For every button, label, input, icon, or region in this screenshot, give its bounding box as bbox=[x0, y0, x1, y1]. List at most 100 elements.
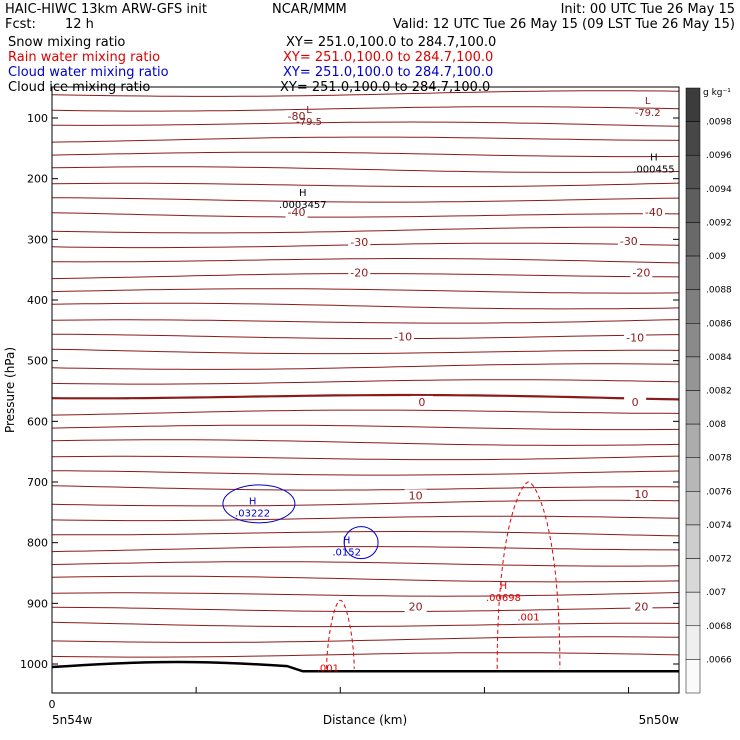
isotherm-label: 0 bbox=[418, 396, 425, 409]
terrain-surface bbox=[52, 660, 679, 673]
rain-contour bbox=[326, 599, 355, 669]
temperature-isotherm bbox=[52, 515, 679, 522]
temperature-isotherm bbox=[52, 258, 679, 264]
isotherm-label: -30 bbox=[620, 235, 638, 248]
colorbar-swatch bbox=[685, 154, 701, 190]
colorbar-swatch bbox=[685, 625, 701, 660]
temperature-isotherm bbox=[52, 319, 679, 324]
extremum-value: -79.2 bbox=[635, 108, 661, 119]
x-right-label: 5n50w bbox=[639, 713, 680, 727]
colorbar-swatch bbox=[685, 491, 701, 526]
colorbar-label: .0076 bbox=[706, 487, 732, 497]
temperature-isotherm bbox=[52, 499, 679, 507]
temperature-isotherm bbox=[52, 485, 679, 491]
temperature-isotherm bbox=[52, 531, 679, 537]
model-title: HAIC-HIWC 13km ARW-GFS init bbox=[5, 2, 207, 17]
y-tick-label: 100 bbox=[27, 112, 48, 125]
org-label: NCAR/MMM bbox=[272, 2, 347, 17]
label-mask bbox=[624, 395, 647, 408]
y-tick-label: 600 bbox=[27, 415, 48, 428]
extremum-marker: L bbox=[645, 96, 651, 107]
isotherm-label: 10 bbox=[634, 488, 648, 501]
label-mask bbox=[392, 330, 415, 343]
temperature-isotherm bbox=[52, 636, 679, 643]
colorbar-swatch bbox=[685, 87, 701, 122]
colorbar-swatch bbox=[685, 558, 701, 593]
extremum-value: .000455 bbox=[633, 164, 674, 175]
y-tick-label: 1000 bbox=[20, 658, 48, 671]
colorbar-label: .0084 bbox=[706, 353, 732, 363]
rain-label: .001 bbox=[517, 613, 539, 624]
isotherm-label: 0 bbox=[632, 396, 639, 409]
colorbar: .0098 .0096 .0094 .0092 .009 .0088 .0086 .0084.… bbox=[685, 87, 732, 694]
temperature-isotherm bbox=[52, 393, 679, 401]
colorbar-swatch bbox=[685, 188, 701, 223]
temperature-isotherm bbox=[52, 136, 679, 143]
extremum-marker: H bbox=[249, 496, 257, 507]
y-tick-label: 900 bbox=[27, 597, 48, 610]
temperature-isotherm bbox=[52, 455, 679, 461]
cloud-water-contour bbox=[222, 484, 296, 524]
x-start-tick: 0 bbox=[49, 698, 56, 711]
temperature-isotherm bbox=[52, 439, 679, 446]
temperature-isotherm bbox=[52, 302, 679, 310]
label-mask bbox=[404, 600, 427, 613]
extremum-marker: H bbox=[650, 152, 658, 163]
colorbar-swatch bbox=[685, 390, 701, 425]
colorbar-label: .0078 bbox=[706, 454, 732, 464]
temperature-isotherm bbox=[52, 379, 679, 385]
colorbar-swatch bbox=[685, 457, 701, 492]
temperature-isotherm bbox=[52, 106, 679, 112]
extremum-value: .00698 bbox=[486, 593, 521, 604]
y-axis-label: Pressure (hPa) bbox=[3, 347, 17, 433]
colorbar-label: .0072 bbox=[706, 555, 732, 565]
rain-label: .001 bbox=[317, 664, 339, 675]
temperature-isotherm bbox=[52, 182, 679, 188]
temperature-isotherm bbox=[52, 409, 679, 416]
colorbar-label: .0086 bbox=[706, 319, 732, 329]
label-mask bbox=[348, 235, 371, 248]
isotherm-label: -10 bbox=[626, 332, 644, 345]
label-mask bbox=[617, 235, 640, 248]
colorbar-label: .0098 bbox=[706, 118, 732, 128]
cloud-water-contours bbox=[222, 484, 379, 560]
temperature-isotherm bbox=[52, 226, 679, 234]
extremum-value: .0152 bbox=[332, 548, 361, 559]
cloud-water-contour bbox=[343, 526, 379, 560]
colorbar-swatch bbox=[685, 289, 701, 324]
colorbar-swatch bbox=[685, 423, 701, 458]
x-left-label: 5n54w bbox=[52, 713, 93, 727]
x-axis bbox=[51, 687, 630, 693]
label-mask bbox=[285, 206, 308, 219]
colorbar-label: .008 bbox=[706, 420, 726, 430]
terrain-line bbox=[52, 660, 679, 673]
label-mask bbox=[410, 395, 433, 408]
colorbar-label: .0088 bbox=[706, 286, 732, 296]
colorbar-swatch bbox=[685, 121, 701, 156]
y-tick-label: 800 bbox=[27, 537, 48, 550]
temperature-isotherm bbox=[52, 546, 679, 553]
temperature-isotherm bbox=[52, 212, 679, 218]
colorbar-unit: g kg⁻¹ bbox=[703, 88, 731, 98]
y-tick-label: 300 bbox=[27, 233, 48, 246]
field-cloudwater-xy: XY= 251.0,100.0 to 284.7,100.0 bbox=[283, 65, 493, 80]
temperature-isotherm bbox=[52, 575, 679, 583]
extremum-marker: H bbox=[500, 581, 508, 592]
isotherm-label: -40 bbox=[288, 206, 306, 219]
rain-contours bbox=[326, 481, 561, 669]
temperature-isotherm bbox=[52, 606, 679, 613]
colorbar-swatch bbox=[685, 591, 701, 627]
label-mask bbox=[630, 600, 653, 613]
temperature-isotherm bbox=[52, 363, 679, 370]
plot-frame bbox=[51, 86, 680, 694]
label-mask bbox=[630, 488, 653, 501]
colorbar-label: .0096 bbox=[706, 151, 732, 161]
isotherm-label: -10 bbox=[394, 330, 412, 343]
header: HAIC-HIWC 13km ARW-GFS init NCAR/MMM Ini… bbox=[5, 2, 735, 95]
extremum-marker: H bbox=[299, 188, 307, 199]
extremum-marker: H bbox=[343, 536, 351, 547]
temperature-isotherm bbox=[52, 621, 679, 628]
label-mask bbox=[642, 206, 665, 219]
label-mask bbox=[285, 110, 308, 123]
